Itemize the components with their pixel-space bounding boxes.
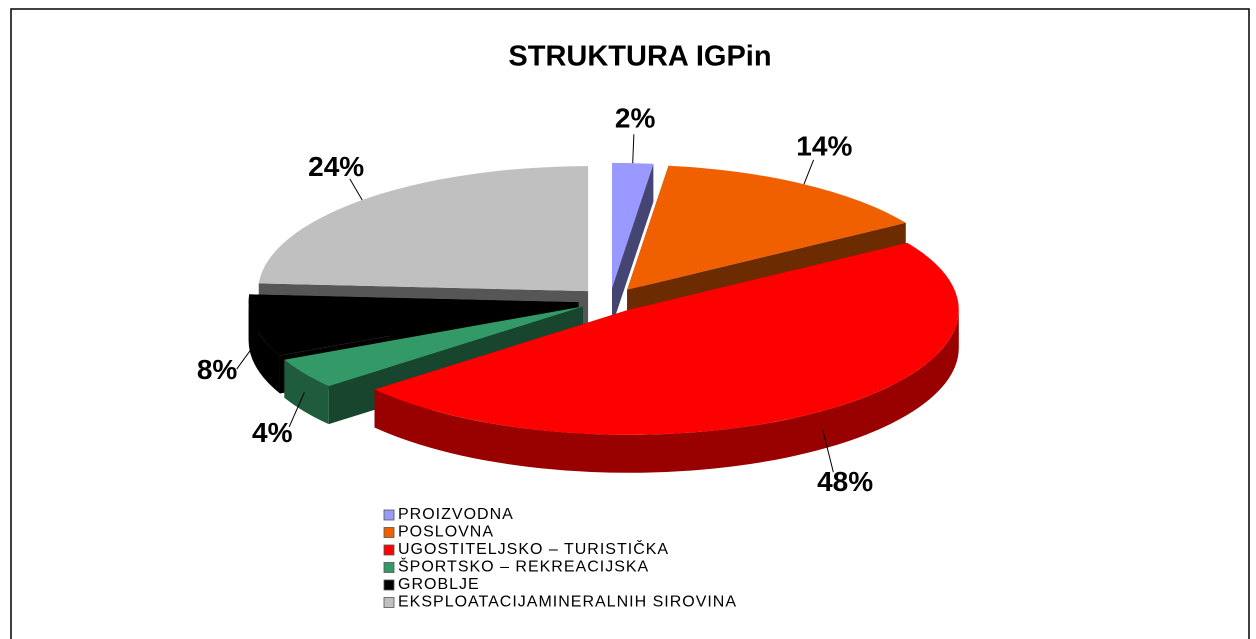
leader-line (236, 344, 255, 370)
legend-swatch (383, 597, 395, 608)
legend-swatch (383, 562, 395, 573)
leader-line (632, 134, 635, 164)
value-label: 14% (796, 130, 852, 161)
slice-group (612, 162, 654, 326)
slice (627, 165, 906, 290)
legend-swatch (383, 544, 395, 556)
legend-label: UGOSTITELJSKO – TURISTIČKA (398, 539, 669, 558)
legend-label: GROBLJE (398, 576, 480, 593)
chart-title: STRUKTURA IGPin (508, 41, 771, 73)
slice (258, 166, 589, 292)
value-label: 8% (197, 354, 238, 385)
value-label: 48% (817, 466, 873, 497)
slice-group (374, 242, 959, 473)
legend-label: EKSPLOATACIJAMINERALNIH SIROVINA (398, 594, 737, 611)
slice-side (248, 302, 280, 394)
slice (248, 294, 579, 356)
slice-side (612, 163, 654, 326)
slice-side (374, 309, 959, 473)
legend-swatch (383, 527, 395, 538)
legend-swatch (383, 579, 395, 591)
leader-line (822, 429, 834, 473)
legend-label: PROIZVODNA (398, 506, 514, 523)
legend-swatch (383, 509, 395, 521)
slice-side (284, 359, 329, 425)
legend-label: POSLOVNA (398, 524, 494, 541)
slice (612, 162, 654, 288)
slice (374, 242, 959, 435)
leader-line (349, 178, 363, 201)
leader-line (803, 159, 815, 185)
slice (284, 306, 583, 387)
value-label: 24% (308, 151, 364, 182)
legend-label: ŠPORTSKO – REKREACIJSKA (398, 557, 649, 576)
value-label: 4% (252, 417, 293, 448)
leader-line (288, 392, 305, 428)
value-label: 2% (615, 103, 656, 134)
